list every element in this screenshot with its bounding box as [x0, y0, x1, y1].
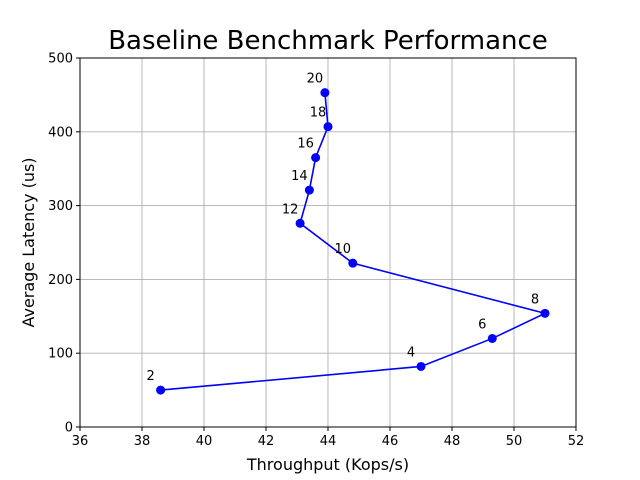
- data-point-label: 4: [407, 345, 415, 360]
- data-point: [304, 185, 314, 195]
- x-tick-label: 46: [382, 434, 399, 449]
- x-tick-label: 42: [258, 434, 275, 449]
- x-tick-label: 36: [72, 434, 89, 449]
- data-point-label: 14: [291, 169, 308, 184]
- y-tick-label: 500: [48, 52, 73, 67]
- chart-title: Baseline Benchmark Performance: [108, 26, 548, 56]
- data-point: [156, 385, 166, 395]
- series-line: [160, 92, 548, 391]
- data-point-label: 10: [335, 242, 352, 257]
- x-tick-label: 40: [196, 434, 213, 449]
- plot-frame: [79, 57, 577, 428]
- data-point-label: 6: [478, 317, 486, 332]
- data-point-label: 8: [531, 292, 539, 307]
- data-point-label: 20: [307, 72, 324, 87]
- x-tick-label: 50: [506, 434, 523, 449]
- data-point: [311, 153, 321, 163]
- data-point-label: 2: [146, 369, 154, 384]
- data-point: [295, 218, 305, 228]
- data-point: [540, 308, 550, 318]
- x-tick-label: 38: [134, 434, 151, 449]
- y-axis-label: Average Latency (us): [19, 157, 38, 327]
- data-point: [320, 88, 330, 98]
- data-point-label: 18: [310, 106, 327, 121]
- grid: [79, 57, 577, 428]
- data-point: [416, 361, 426, 371]
- series: 2 4 6 8 10 12 14 16 18 20: [146, 72, 550, 395]
- x-tick-label: 44: [320, 434, 337, 449]
- y-tick-label: 400: [48, 125, 73, 140]
- data-point-label: 12: [282, 202, 299, 217]
- x-tick-label: 48: [444, 434, 461, 449]
- x-tick-label: 52: [568, 434, 585, 449]
- x-axis-label: Throughput (Kops/s): [246, 455, 409, 474]
- data-point-label: 16: [297, 137, 314, 152]
- y-tick-label: 0: [65, 421, 73, 436]
- data-point: [487, 333, 497, 343]
- y-tick-label: 200: [48, 273, 73, 288]
- data-point: [323, 122, 333, 132]
- y-tick-label: 300: [48, 199, 73, 214]
- y-tick-label: 100: [48, 347, 73, 362]
- data-point: [348, 258, 358, 268]
